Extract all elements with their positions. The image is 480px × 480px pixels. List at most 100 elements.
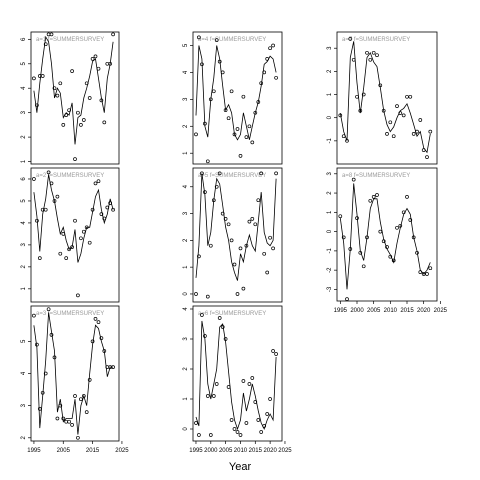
observed-point [385, 132, 389, 136]
observed-point [274, 171, 278, 176]
fitted-line [195, 173, 277, 281]
x-tick-label: 1995 [334, 308, 348, 314]
observed-point [226, 222, 231, 227]
x-tick-label: 2010 [384, 308, 398, 314]
observed-point [244, 135, 249, 139]
observed-point [214, 184, 219, 189]
observed-point [61, 123, 66, 127]
observed-point [203, 334, 207, 338]
observed-point [61, 416, 66, 421]
observed-point [43, 42, 48, 47]
observed-point [46, 170, 51, 175]
observed-point [102, 120, 107, 125]
observed-point [211, 198, 216, 203]
observed-point [232, 262, 237, 267]
observed-point [46, 32, 51, 37]
x-tick-label: 2015 [400, 308, 414, 314]
x-tick-label: 2010 [234, 448, 248, 454]
panel-frame [192, 305, 283, 442]
observed-point [238, 246, 243, 251]
observed-point [208, 97, 213, 102]
observed-point [37, 256, 42, 260]
observed-point [194, 292, 198, 296]
observed-point [67, 247, 71, 252]
observed-point [238, 154, 243, 158]
panel-frame [192, 31, 283, 165]
observed-point [197, 35, 201, 40]
x-tick-label: 2000 [350, 308, 364, 314]
observed-point [70, 69, 74, 73]
observed-point [371, 195, 376, 199]
y-tick-label: 3 [183, 97, 189, 101]
observed-point [99, 336, 104, 340]
observed-point [214, 382, 219, 386]
observed-point [259, 430, 264, 434]
y-tick-label: 2 [327, 69, 333, 73]
observed-point [265, 270, 270, 275]
observed-point [345, 297, 349, 301]
observed-point [96, 66, 101, 71]
observed-point [401, 210, 406, 215]
y-tick-label: 1 [21, 159, 27, 163]
observed-point [408, 218, 413, 222]
observed-point [111, 365, 115, 369]
observed-point [76, 293, 80, 298]
observed-point [355, 94, 359, 99]
observed-point [428, 129, 433, 134]
observed-point [49, 333, 54, 337]
y-tick-label: 3 [327, 46, 333, 50]
observed-point [271, 43, 275, 48]
observed-point [235, 292, 240, 296]
observed-point [395, 225, 399, 230]
observed-point [259, 171, 264, 176]
y-tick-label: 3 [327, 171, 333, 175]
panel-frame [30, 167, 120, 303]
observed-point [217, 171, 222, 176]
observed-point [35, 218, 39, 223]
observed-point [338, 113, 343, 118]
observed-point [265, 57, 270, 61]
fitted-line [339, 183, 431, 290]
observed-point [111, 32, 115, 37]
observed-point [58, 403, 63, 408]
observed-point [351, 177, 356, 182]
observed-point [81, 118, 86, 122]
fitted-line [33, 312, 114, 435]
observed-point [203, 121, 207, 126]
y-tick-label: 3 [183, 337, 189, 341]
y-tick-label: 1 [327, 210, 333, 214]
panel-label: a=5 f=SUMMERSURVEY [198, 173, 266, 179]
observed-point [256, 198, 261, 203]
panel-label: a=3 f=SUMMERSURVEY [36, 311, 104, 317]
fitted-line [33, 35, 114, 145]
observed-point [79, 397, 83, 402]
observed-point [378, 229, 383, 234]
observed-point [238, 433, 243, 437]
panel-label: a=6 f=SUMMERSURVEY [198, 311, 266, 317]
observed-point [418, 118, 423, 122]
y-tick-label: 4 [183, 70, 189, 74]
observed-point [214, 38, 219, 42]
observed-point [49, 181, 54, 186]
fitted-line [195, 45, 277, 141]
observed-point [87, 240, 92, 245]
observed-point [271, 349, 275, 353]
y-tick-label: -3 [327, 286, 333, 292]
observed-point [105, 205, 110, 210]
observed-point [84, 410, 89, 414]
observed-point [418, 270, 423, 274]
y-tick-label: 6 [21, 177, 27, 181]
observed-point [102, 349, 107, 353]
observed-point [348, 37, 353, 41]
observed-point [70, 423, 74, 427]
observed-point [223, 108, 228, 112]
observed-point [274, 352, 278, 356]
observed-point [378, 83, 383, 88]
observed-point [37, 407, 42, 411]
observed-point [73, 394, 77, 398]
observed-point [262, 424, 267, 428]
observed-point [87, 96, 92, 100]
panel-2: a=4 f=SUMMERSURVEY 1 2 3 4 5 [183, 31, 283, 165]
y-tick-label: 3 [21, 243, 27, 247]
observed-point [381, 239, 386, 244]
